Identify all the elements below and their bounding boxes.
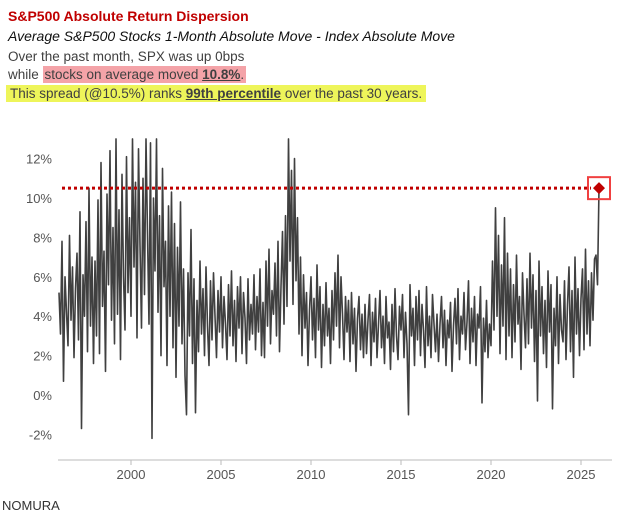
y-tick-label: -2% <box>29 427 53 442</box>
note-text: while <box>8 67 43 82</box>
pink-highlight: stocks on average moved 10.8%. <box>42 66 247 83</box>
series-line <box>58 138 600 440</box>
chart-subtitle: Average S&P500 Stocks 1-Month Absolute M… <box>8 28 455 44</box>
y-tick-label: 12% <box>26 152 52 167</box>
note-text: . <box>240 67 245 82</box>
percentile-value: 99th percentile <box>185 86 282 101</box>
x-tick-label: 2005 <box>207 467 236 482</box>
note-line-1: Over the past month, SPX was up 0bps <box>8 49 245 64</box>
highlight-box <box>587 176 611 201</box>
note-text: stocks on average moved <box>44 67 203 82</box>
x-tick-label: 2025 <box>567 467 596 482</box>
note-line-2: while stocks on average moved 10.8%. <box>8 66 247 83</box>
latest-point-marker <box>593 182 605 195</box>
source-label: NOMURA <box>2 498 60 513</box>
x-tick-label: 2015 <box>387 467 416 482</box>
note-text: over the past 30 years. <box>281 86 423 101</box>
avg-move-value: 10.8% <box>202 67 241 82</box>
x-tick-label: 2020 <box>477 467 506 482</box>
note-line-3: This spread (@10.5%) ranks 99th percenti… <box>6 85 427 102</box>
note-text: This spread (@10.5%) ranks <box>10 86 186 101</box>
y-tick-label: 0% <box>33 388 52 403</box>
y-tick-label: 8% <box>33 230 52 245</box>
y-tick-label: 4% <box>33 309 52 324</box>
x-tick-label: 2000 <box>117 467 146 482</box>
y-tick-label: 6% <box>33 270 52 285</box>
chart-title: S&P500 Absolute Return Dispersion <box>8 8 249 24</box>
y-tick-label: 2% <box>33 349 52 364</box>
x-tick-label: 2010 <box>297 467 326 482</box>
y-tick-label: 10% <box>26 191 52 206</box>
